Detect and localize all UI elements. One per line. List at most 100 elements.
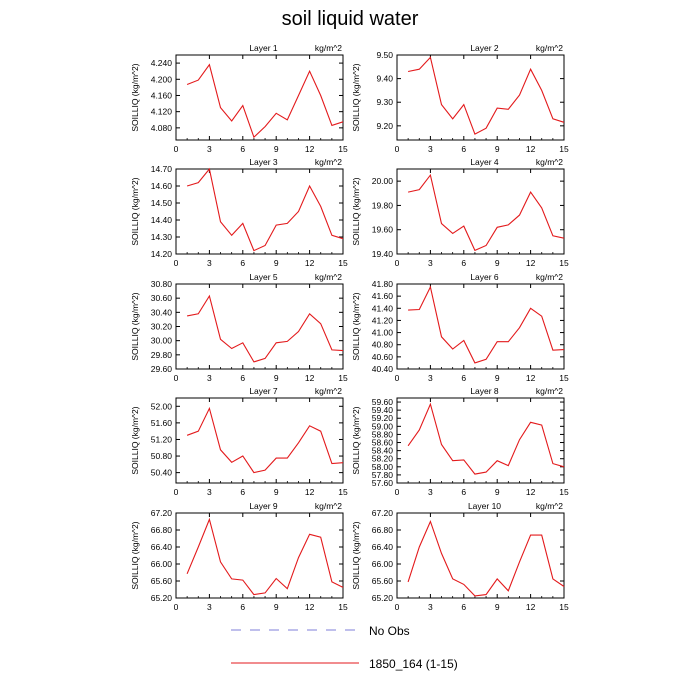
- plot-frame-7: [175, 397, 344, 484]
- y-tick-label-4: 19.60: [372, 225, 394, 235]
- data-point-2: [541, 89, 543, 91]
- plot-frame-4: [396, 168, 565, 255]
- data-point-8: [507, 464, 509, 466]
- y-tick-label-5: 30.80: [151, 279, 173, 289]
- panel-title-8: Layer 8: [470, 386, 499, 396]
- data-point-3: [242, 222, 244, 224]
- data-point-8: [529, 421, 531, 423]
- data-point-6: [440, 336, 442, 338]
- data-point-6: [552, 349, 554, 351]
- data-point-10: [507, 590, 509, 592]
- x-tick-label-8: 15: [559, 487, 569, 497]
- data-point-5: [253, 361, 255, 363]
- panel-title-1: Layer 1: [249, 43, 278, 53]
- x-tick-label-7: 12: [305, 487, 315, 497]
- data-point-8: [496, 460, 498, 462]
- panel-unit-1: kg/m^2: [315, 43, 342, 53]
- x-tick-label-10: 12: [526, 602, 536, 612]
- y-tick-label-7: 52.00: [151, 401, 173, 411]
- data-point-7: [308, 425, 310, 427]
- data-point-6: [429, 286, 431, 288]
- data-point-8: [418, 429, 420, 431]
- data-point-2: [418, 68, 420, 70]
- x-tick-label-1: 12: [305, 144, 315, 154]
- data-point-10: [552, 578, 554, 580]
- series-line-3: [186, 167, 344, 252]
- x-tick-label-4: 15: [559, 258, 569, 268]
- data-point-1: [342, 121, 344, 123]
- series-line-8: [407, 402, 565, 475]
- data-point-6: [474, 362, 476, 364]
- data-point-9: [253, 593, 255, 595]
- y-tick-label-3: 14.70: [151, 164, 173, 174]
- data-point-1: [242, 104, 244, 106]
- y-tick-label-8: 59.60: [372, 397, 394, 407]
- y-tick-label-6: 40.40: [372, 364, 394, 374]
- x-tick-label-7: 6: [240, 487, 245, 497]
- x-tick-label-6: 3: [428, 373, 433, 383]
- data-point-8: [407, 445, 409, 447]
- series-line-4: [407, 173, 565, 252]
- data-point-10: [463, 583, 465, 585]
- x-tick-label-6: 15: [559, 373, 569, 383]
- panel-unit-9: kg/m^2: [315, 501, 342, 511]
- data-point-1: [320, 94, 322, 96]
- data-point-1: [230, 120, 232, 122]
- x-tick-label-1: 0: [174, 144, 179, 154]
- y-tick-label-8: 58.20: [372, 454, 394, 464]
- x-tick-label-4: 3: [428, 258, 433, 268]
- series-line-10: [407, 519, 565, 597]
- data-point-1: [208, 64, 210, 66]
- series-line-5: [186, 294, 344, 363]
- data-point-5: [264, 357, 266, 359]
- x-tick-label-10: 9: [495, 602, 500, 612]
- x-tick-label-3: 15: [338, 258, 348, 268]
- data-point-2: [552, 118, 554, 120]
- x-tick-label-2: 3: [428, 144, 433, 154]
- x-tick-label-4: 6: [461, 258, 466, 268]
- data-point-10: [474, 595, 476, 597]
- y-tick-label-7: 51.20: [151, 434, 173, 444]
- y-axis-label-7: SOILLIQ (kg/m^2): [130, 406, 140, 474]
- x-tick-label-2: 0: [395, 144, 400, 154]
- data-point-2: [451, 118, 453, 120]
- panel-title-6: Layer 6: [470, 272, 499, 282]
- data-point-3: [342, 238, 344, 240]
- x-tick-label-6: 12: [526, 373, 536, 383]
- panel-title-5: Layer 5: [249, 272, 278, 282]
- data-point-8: [518, 438, 520, 440]
- x-tick-label-10: 3: [428, 602, 433, 612]
- y-tick-label-10: 67.20: [372, 508, 394, 518]
- y-tick-label-2: 9.30: [376, 97, 393, 107]
- y-tick-label-2: 9.40: [376, 74, 393, 84]
- y-tick-label-6: 40.80: [372, 340, 394, 350]
- panel-title-4: Layer 4: [470, 157, 499, 167]
- y-tick-label-8: 59.20: [372, 413, 394, 423]
- y-tick-label-1: 4.080: [151, 123, 173, 133]
- data-point-5: [197, 313, 199, 315]
- y-tick-label-4: 19.40: [372, 249, 394, 259]
- x-tick-label-3: 9: [274, 258, 279, 268]
- data-point-10: [429, 520, 431, 522]
- data-point-5: [242, 342, 244, 344]
- data-point-3: [286, 222, 288, 224]
- data-point-1: [331, 124, 333, 126]
- y-tick-label-9: 65.60: [151, 576, 173, 586]
- data-point-2: [407, 70, 409, 72]
- data-point-3: [331, 234, 333, 236]
- data-point-4: [518, 214, 520, 216]
- y-tick-label-10: 66.40: [372, 542, 394, 552]
- x-tick-label-3: 12: [305, 258, 315, 268]
- data-point-8: [485, 471, 487, 473]
- plot-frame-9: [175, 512, 344, 599]
- data-point-10: [418, 546, 420, 548]
- y-tick-label-2: 9.50: [376, 50, 393, 60]
- data-point-1: [264, 125, 266, 127]
- x-tick-label-6: 6: [461, 373, 466, 383]
- y-tick-label-8: 58.80: [372, 429, 394, 439]
- y-tick-label-8: 59.40: [372, 405, 394, 415]
- y-axis-label-8: SOILLIQ (kg/m^2): [351, 406, 361, 474]
- y-tick-label-9: 67.20: [151, 508, 173, 518]
- data-point-6: [407, 309, 409, 311]
- data-point-5: [286, 340, 288, 342]
